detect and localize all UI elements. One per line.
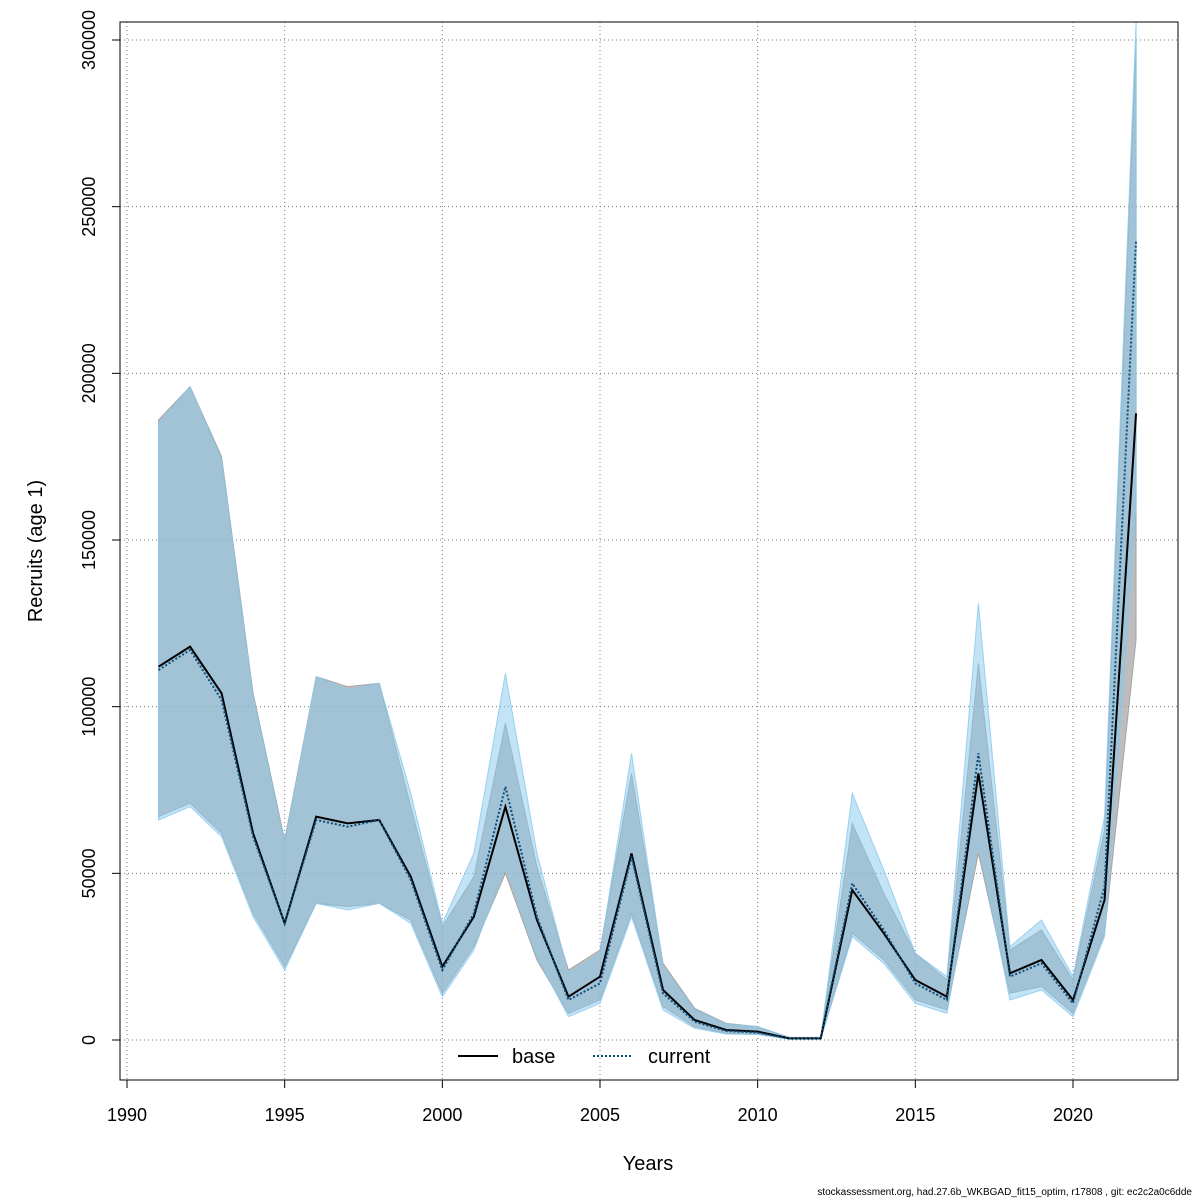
x-tick-label: 2000 [422,1105,462,1125]
x-axis-title: Years [623,1153,673,1175]
legend-label-base: base [512,1046,555,1068]
x-tick-label: 2010 [738,1105,778,1125]
x-tick-label: 2020 [1053,1105,1093,1125]
y-tick-label: 200000 [79,343,99,403]
axes: 1990 1995 2000 2005 2010 2015 2020 0 50000 100000… [79,10,1093,1125]
y-tick-label: 100000 [79,677,99,737]
y-tick-label: 0 [79,1035,99,1045]
y-tick-label: 50000 [79,848,99,898]
series-lines [157,239,1138,1040]
series-line-base [157,413,1138,1040]
confidence-bands [158,21,1137,1040]
confidence-band-current [158,21,1137,1040]
legend-label-current: current [648,1046,711,1068]
y-tick-label: 300000 [79,10,99,70]
x-tick-label: 1995 [265,1105,305,1125]
footer-credit: stockassessment.org, had.27.6b_WKBGAD_fi… [817,1187,1192,1198]
legend: base current [458,1046,711,1068]
y-tick-label: 250000 [79,177,99,237]
y-tick-label: 150000 [79,510,99,570]
y-axis-title: Recruits (age 1) [25,480,47,622]
x-tick-label: 2005 [580,1105,620,1125]
x-tick-label: 1990 [107,1105,147,1125]
x-tick-label: 2015 [895,1105,935,1125]
